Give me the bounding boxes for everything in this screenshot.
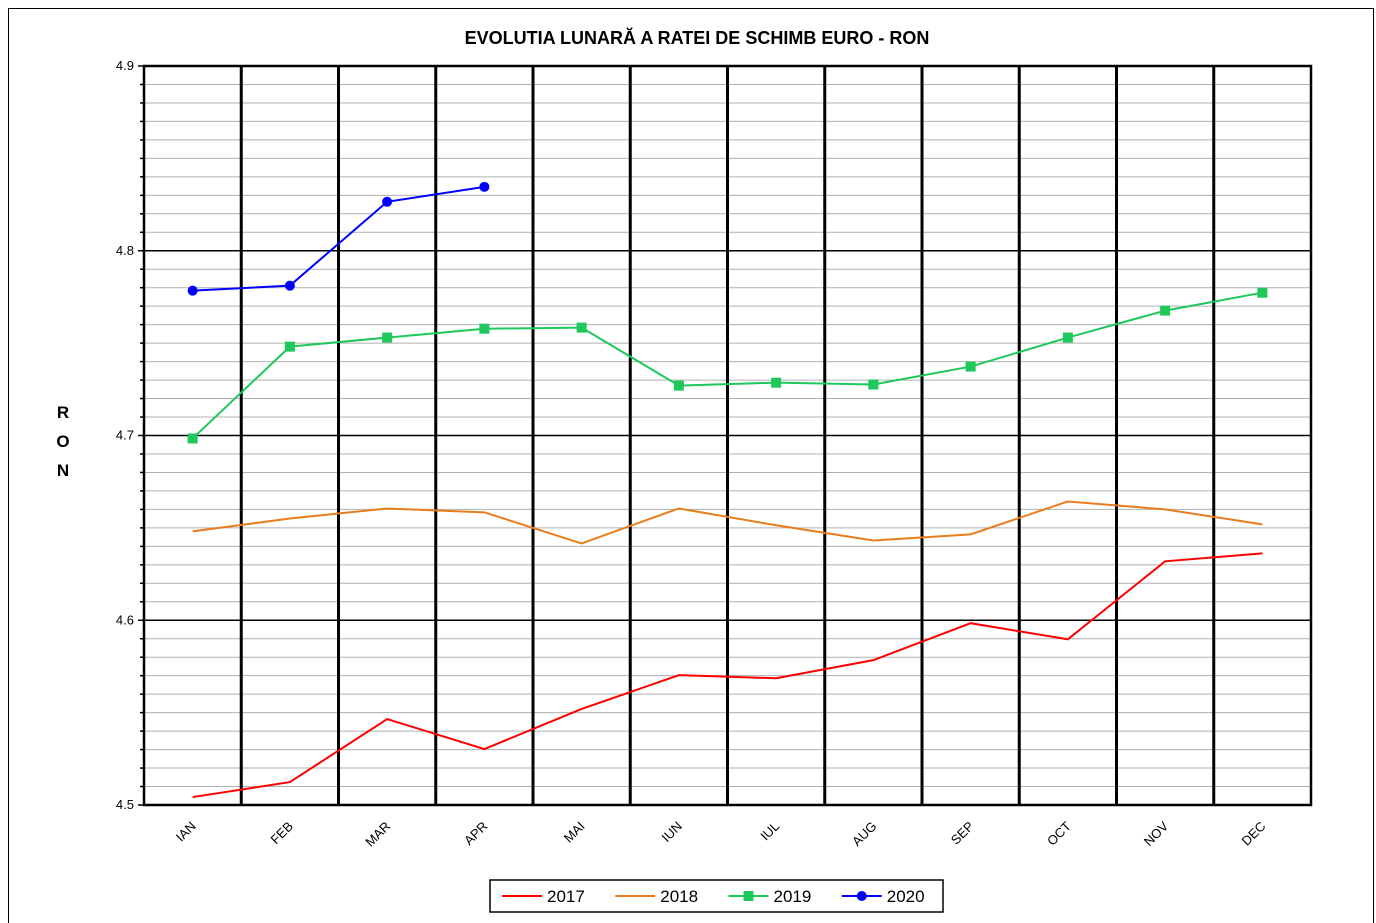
marker xyxy=(284,280,295,291)
legend-item: 2018 xyxy=(615,887,698,906)
series-line xyxy=(192,500,1263,545)
x-tick-label: AUG xyxy=(849,819,880,850)
x-tick-label: IAN xyxy=(173,819,199,845)
marker xyxy=(771,377,782,388)
legend-marker xyxy=(743,891,754,901)
plot-border xyxy=(142,64,1313,807)
x-tick-label: SEP xyxy=(948,819,977,848)
legend-label: 2019 xyxy=(774,887,812,906)
marker xyxy=(382,196,393,207)
marker xyxy=(868,379,879,390)
series-line xyxy=(192,185,485,292)
y-tick-label: 4.5 xyxy=(116,797,134,812)
x-tick-label: NOV xyxy=(1141,818,1172,849)
x-tick-label: OCT xyxy=(1044,818,1074,848)
series-line xyxy=(191,291,1263,440)
x-tick-label: IUL xyxy=(757,819,782,844)
y-tick-label: 4.6 xyxy=(116,612,134,627)
y-tick-label: 4.9 xyxy=(116,58,134,73)
x-tick-label: FEB xyxy=(268,819,296,847)
marker xyxy=(1257,287,1268,298)
legend-label: 2017 xyxy=(547,887,585,906)
legend-label: 2020 xyxy=(887,887,925,906)
x-tick-label: IUN xyxy=(659,819,685,845)
marker xyxy=(187,285,198,296)
legend-item: 2019 xyxy=(728,887,812,906)
x-tick-label: MAI xyxy=(561,819,588,846)
x-tick-label: MAR xyxy=(362,819,393,850)
marker xyxy=(673,380,684,391)
marker xyxy=(576,322,587,333)
marker xyxy=(479,181,490,192)
marker xyxy=(284,341,295,352)
legend-item: 2020 xyxy=(841,887,925,906)
legend-item: 2017 xyxy=(502,887,585,906)
series-line xyxy=(192,552,1263,799)
y-axis-label: RON xyxy=(56,403,70,480)
marker xyxy=(187,433,198,444)
marker xyxy=(1062,332,1073,343)
y-tick-label: 4.8 xyxy=(116,243,134,258)
frame xyxy=(8,8,1374,923)
marker xyxy=(1160,305,1171,316)
chart-title: EVOLUTIA LUNARĂ A RATEI DE SCHIMB EURO -… xyxy=(465,27,930,48)
marker xyxy=(382,332,393,343)
legend-label: 2018 xyxy=(660,887,698,906)
marker xyxy=(965,361,976,372)
x-tick-label: DEC xyxy=(1238,819,1268,849)
y-tick-label: 4.7 xyxy=(116,428,134,443)
x-tick-label: APR xyxy=(461,819,491,849)
marker xyxy=(479,323,490,334)
legend-marker xyxy=(856,891,867,901)
